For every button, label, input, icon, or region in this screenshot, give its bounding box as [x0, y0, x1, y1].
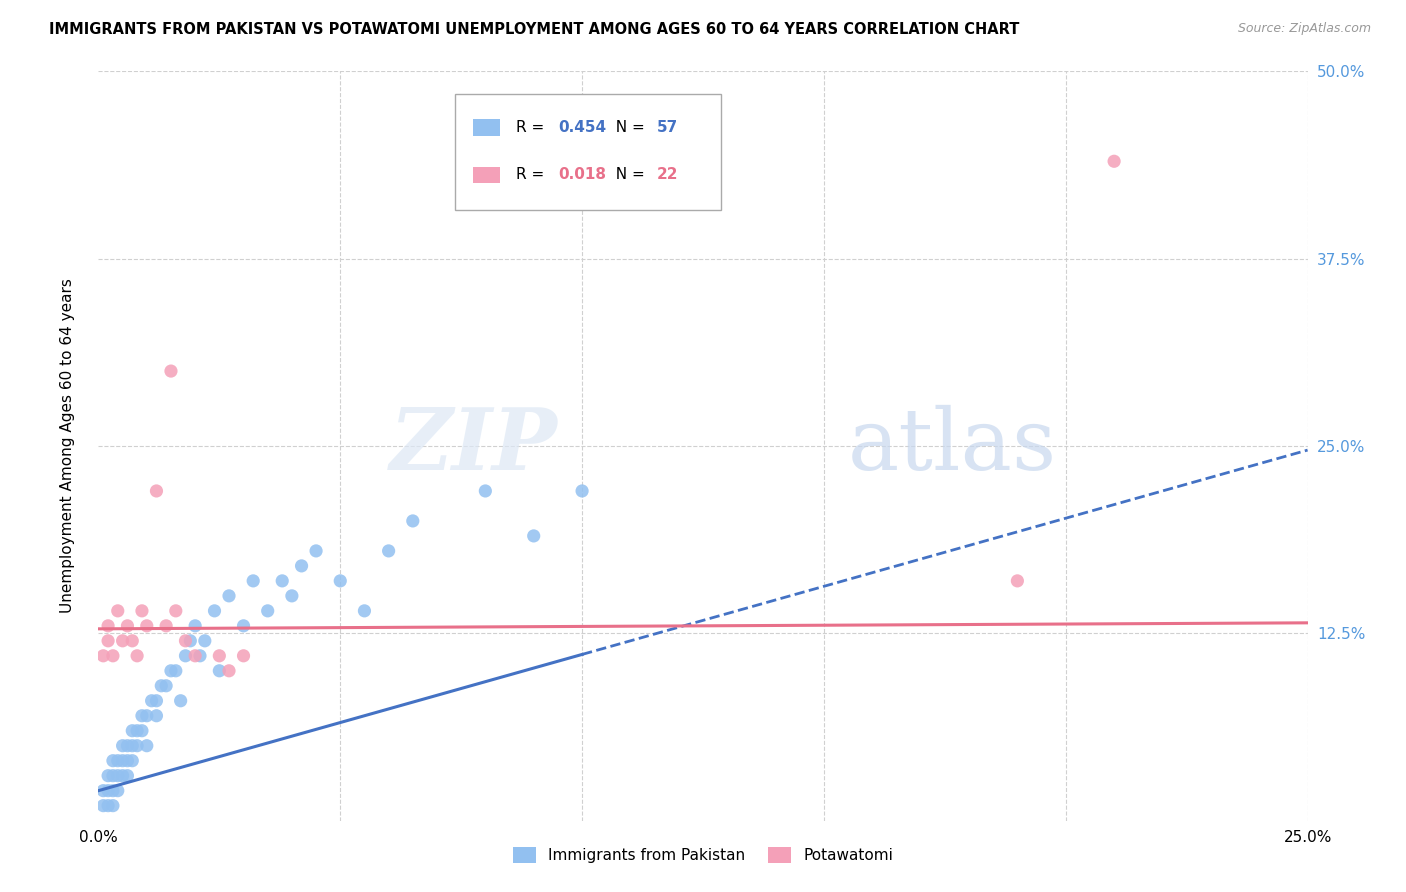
Point: [145, 708, 167, 723]
Point: [402, 514, 425, 528]
Point: [174, 648, 197, 663]
Point: [353, 604, 375, 618]
Point: [571, 483, 593, 498]
Point: [169, 694, 191, 708]
Point: [232, 619, 254, 633]
Point: [305, 544, 328, 558]
Point: [141, 694, 163, 708]
Point: [474, 483, 496, 498]
Point: [204, 604, 226, 618]
Point: [1007, 574, 1029, 588]
Point: [1102, 154, 1125, 169]
Point: [329, 574, 352, 588]
Point: [150, 679, 173, 693]
Bar: [474, 167, 501, 183]
Point: [208, 664, 231, 678]
Point: [107, 783, 129, 797]
Point: [194, 633, 217, 648]
Point: [131, 723, 153, 738]
Point: [117, 739, 139, 753]
Point: [111, 633, 134, 648]
Point: [111, 754, 134, 768]
Point: [111, 739, 134, 753]
Point: [208, 648, 231, 663]
Point: [242, 574, 264, 588]
Text: N =: N =: [606, 120, 650, 135]
Point: [145, 694, 167, 708]
Point: [121, 739, 143, 753]
Point: [121, 754, 143, 768]
Text: 0.454: 0.454: [558, 120, 606, 135]
Text: R =: R =: [516, 168, 548, 182]
Point: [523, 529, 546, 543]
Point: [290, 558, 312, 573]
Text: IMMIGRANTS FROM PAKISTAN VS POTAWATOMI UNEMPLOYMENT AMONG AGES 60 TO 64 YEARS CO: IMMIGRANTS FROM PAKISTAN VS POTAWATOMI U…: [49, 22, 1019, 37]
Point: [97, 798, 120, 813]
Point: [218, 589, 240, 603]
Point: [97, 783, 120, 797]
Point: [165, 664, 187, 678]
Point: [131, 604, 153, 618]
Point: [127, 739, 149, 753]
Point: [121, 723, 143, 738]
Point: [107, 769, 129, 783]
Point: [377, 544, 399, 558]
Point: [107, 604, 129, 618]
Point: [101, 754, 124, 768]
Point: [135, 739, 157, 753]
Point: [91, 798, 114, 813]
Text: 0.018: 0.018: [558, 168, 606, 182]
Point: [135, 619, 157, 633]
Point: [160, 364, 183, 378]
Point: [91, 783, 114, 797]
Text: 22: 22: [657, 168, 679, 182]
Point: [155, 679, 177, 693]
Text: R =: R =: [516, 120, 548, 135]
Point: [232, 648, 254, 663]
Text: 57: 57: [657, 120, 678, 135]
Point: [91, 648, 114, 663]
Point: [117, 769, 139, 783]
Point: [165, 604, 187, 618]
Point: [179, 633, 201, 648]
Point: [101, 783, 124, 797]
Y-axis label: Unemployment Among Ages 60 to 64 years: Unemployment Among Ages 60 to 64 years: [60, 278, 75, 614]
Point: [281, 589, 304, 603]
Point: [107, 754, 129, 768]
Point: [184, 619, 207, 633]
Point: [218, 664, 240, 678]
Text: atlas: atlas: [848, 404, 1057, 488]
Point: [256, 604, 278, 618]
Point: [188, 648, 211, 663]
Bar: [474, 120, 501, 136]
Point: [160, 664, 183, 678]
Text: N =: N =: [606, 168, 650, 182]
FancyBboxPatch shape: [456, 94, 721, 210]
Point: [155, 619, 177, 633]
Point: [135, 708, 157, 723]
Point: [117, 619, 139, 633]
Point: [271, 574, 294, 588]
Point: [145, 483, 167, 498]
Point: [174, 633, 197, 648]
Text: Source: ZipAtlas.com: Source: ZipAtlas.com: [1237, 22, 1371, 36]
Text: ZIP: ZIP: [389, 404, 558, 488]
Point: [131, 708, 153, 723]
Point: [97, 619, 120, 633]
Point: [101, 648, 124, 663]
Point: [117, 754, 139, 768]
Point: [127, 648, 149, 663]
Point: [121, 633, 143, 648]
Point: [184, 648, 207, 663]
Point: [127, 723, 149, 738]
Point: [101, 798, 124, 813]
Legend: Immigrants from Pakistan, Potawatomi: Immigrants from Pakistan, Potawatomi: [506, 841, 900, 869]
Point: [97, 769, 120, 783]
Point: [97, 633, 120, 648]
Point: [101, 769, 124, 783]
Point: [111, 769, 134, 783]
